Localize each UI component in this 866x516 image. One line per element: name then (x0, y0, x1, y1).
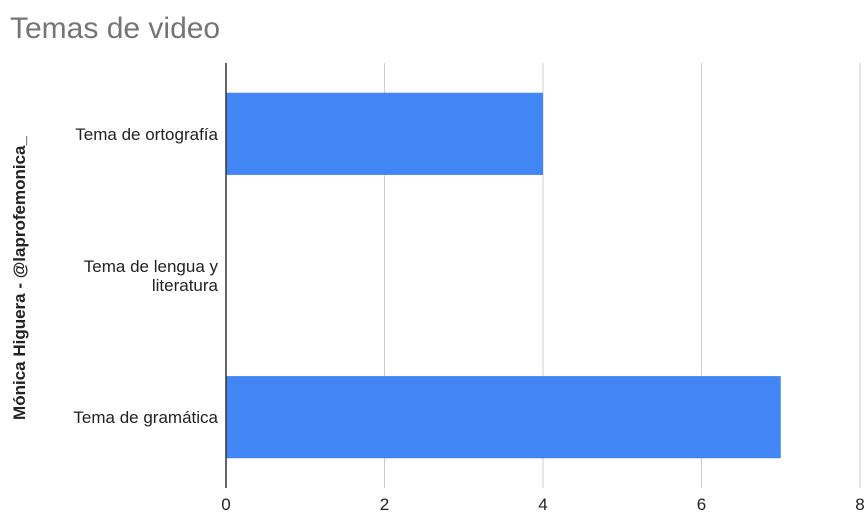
y-axis-label: Mónica Higuera - @laprofemonica_ (10, 136, 29, 420)
bar (226, 92, 543, 175)
bar (226, 376, 781, 459)
chart-title: Temas de video (10, 12, 220, 45)
category-label: Tema de ortografía (75, 125, 218, 144)
x-tick-labels: 0 2 4 6 8 (221, 495, 864, 514)
x-tick-label: 2 (380, 495, 389, 514)
category-label: Tema de gramática (73, 408, 218, 427)
bars (226, 92, 781, 459)
x-tick-label: 0 (221, 495, 230, 514)
x-tick-label: 4 (538, 495, 547, 514)
category-label: literatura (152, 276, 219, 295)
category-label: Tema de lengua y (84, 257, 219, 276)
x-tick-label: 8 (855, 495, 864, 514)
x-tick-label: 6 (697, 495, 706, 514)
category-labels: Tema de ortografía Tema de lengua ylitera… (73, 125, 218, 427)
